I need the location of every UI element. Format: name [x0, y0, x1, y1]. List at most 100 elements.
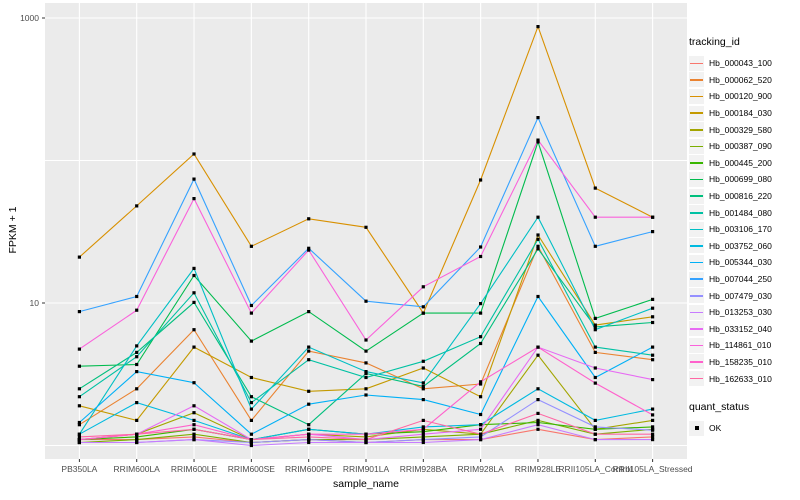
legend-key-line-icon	[690, 245, 703, 247]
data-point	[651, 345, 655, 349]
data-point	[77, 395, 81, 399]
data-point	[249, 395, 253, 399]
legend-key-swatch	[689, 238, 704, 254]
data-point	[421, 430, 425, 434]
legend-key-swatch	[689, 171, 704, 187]
data-point	[479, 302, 483, 306]
data-point	[307, 432, 311, 436]
legend-panel: tracking_id Hb_000043_100 Hb_000062_520 Hb…	[689, 36, 772, 436]
legend-entry-Hb_162633_010: Hb_162633_010	[689, 370, 772, 387]
data-point	[77, 432, 81, 436]
legend-entry-label: Hb_000329_580	[709, 124, 772, 135]
data-point	[192, 411, 196, 415]
legend-key-line-icon	[690, 228, 703, 231]
data-point	[593, 345, 597, 349]
legend-entry-label: Hb_007044_250	[709, 274, 772, 285]
legend-entry-label: Hb_000387_090	[709, 141, 772, 152]
data-point	[421, 366, 425, 370]
data-point	[192, 427, 196, 431]
legend-title-tracking-id: tracking_id	[689, 36, 740, 48]
legend-entry-label: Hb_000816_220	[709, 191, 772, 202]
legend-key-swatch	[689, 155, 704, 171]
data-point	[479, 245, 483, 249]
data-point	[421, 425, 425, 429]
x-tick-label: RRIM901LA	[343, 464, 390, 474]
legend-key-line-icon	[690, 261, 703, 264]
data-point	[593, 438, 597, 442]
data-point	[593, 328, 597, 332]
data-point	[249, 440, 253, 445]
data-point	[421, 435, 425, 439]
data-point	[307, 440, 311, 445]
data-point	[192, 432, 196, 436]
legend-key-line-icon	[690, 178, 703, 181]
legend-key-swatch	[689, 138, 704, 154]
legend-entry-Hb_000699_080: Hb_000699_080	[689, 171, 772, 188]
legend-key-line-icon	[690, 128, 703, 131]
legend-key-swatch	[689, 72, 704, 88]
legend-entry-Hb_013253_030: Hb_013253_030	[689, 304, 772, 321]
data-point	[364, 338, 368, 342]
x-tick-label: RRIM928LE	[515, 464, 562, 474]
data-point	[192, 197, 196, 201]
data-point	[135, 344, 139, 348]
data-point	[249, 418, 253, 422]
data-point	[307, 246, 311, 250]
legend-key-swatch	[689, 288, 704, 304]
quant-legend-entries: OK	[689, 420, 772, 437]
data-point	[479, 254, 483, 259]
legend-entry-label: Hb_162633_010	[709, 373, 772, 384]
data-point	[593, 432, 597, 436]
data-point	[651, 230, 655, 234]
data-point	[479, 435, 483, 439]
data-point	[77, 404, 81, 408]
data-point	[135, 362, 139, 367]
x-tick-label: RRIM600LE	[171, 464, 218, 474]
quant-entry-label: OK	[709, 423, 722, 434]
data-point	[192, 291, 196, 295]
data-point	[421, 387, 425, 391]
data-point	[135, 204, 139, 208]
legend-entry-Hb_003752_060: Hb_003752_060	[689, 238, 772, 255]
x-axis-title: sample_name	[333, 478, 399, 490]
data-point	[77, 420, 81, 425]
data-point	[651, 435, 655, 439]
data-point	[536, 215, 540, 219]
data-point	[421, 285, 425, 289]
data-point	[479, 178, 483, 182]
legend-entry-label: Hb_005344_030	[709, 257, 772, 268]
data-point	[135, 418, 139, 422]
data-point	[364, 387, 368, 391]
data-point	[479, 432, 483, 436]
data-point	[307, 438, 311, 442]
data-point	[364, 375, 368, 380]
data-point	[536, 140, 540, 144]
data-point	[651, 353, 655, 357]
data-point	[479, 341, 483, 346]
legend-entry-Hb_000184_030: Hb_000184_030	[689, 105, 772, 122]
data-point	[77, 347, 81, 351]
legend-key-line-icon	[690, 344, 703, 347]
data-point	[536, 420, 540, 425]
legend-key-swatch	[689, 221, 704, 237]
data-point	[536, 398, 540, 402]
data-point	[536, 294, 540, 299]
y-axis-title: FPKM + 1	[7, 206, 19, 254]
legend-key-line-icon	[690, 211, 703, 214]
data-point	[421, 438, 425, 442]
legend-key-line-icon	[690, 294, 703, 297]
data-point	[536, 387, 540, 391]
legend-key-line-icon	[690, 95, 703, 98]
legend-entry-label: Hb_013253_030	[709, 307, 772, 318]
legend-title-quant-status: quant_status	[689, 400, 750, 413]
data-point	[307, 310, 311, 314]
data-point	[651, 378, 655, 382]
legend-entry-label: Hb_003106_170	[709, 224, 772, 235]
data-point	[421, 398, 425, 402]
data-point	[364, 432, 368, 436]
legend-key-swatch	[689, 55, 704, 71]
legend-key-swatch	[689, 88, 704, 104]
legend-entry-label: Hb_114861_010	[709, 340, 772, 351]
data-point	[593, 186, 597, 190]
legend-key-swatch	[689, 105, 704, 121]
